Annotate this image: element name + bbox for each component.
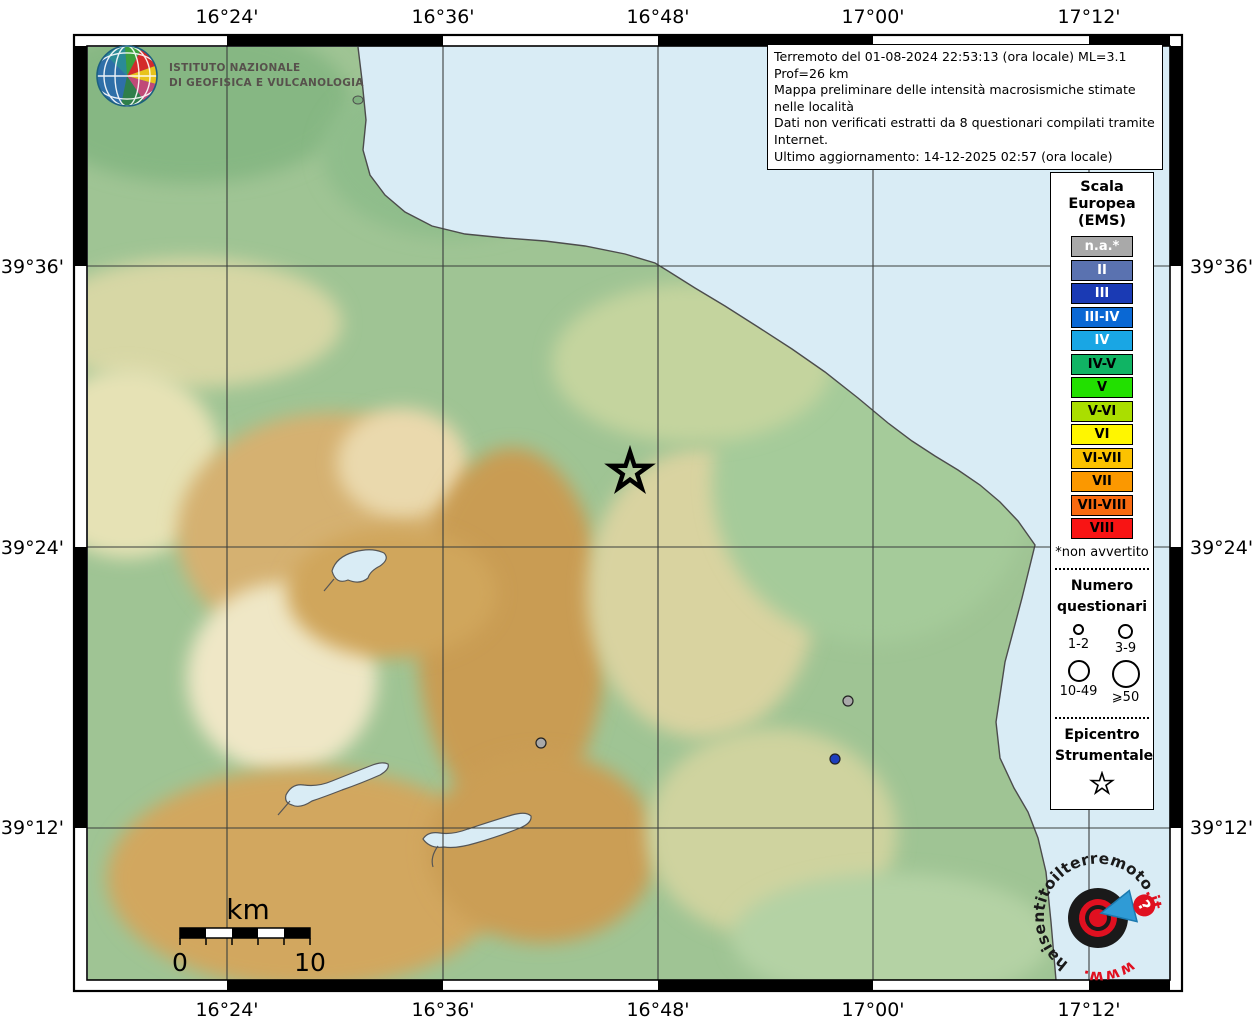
size-label-10-49: 10-49 (1059, 684, 1098, 699)
size-key-3: 10-49 (1056, 660, 1101, 705)
intensity-swatch-iv: IV (1071, 330, 1133, 351)
size-label-1-2: 1-2 (1067, 637, 1090, 652)
lon-label-bottom-5: 17°12' (1057, 999, 1121, 1021)
event-info-line1: Terremoto del 01-08-2024 22:53:13 (ora l… (774, 49, 1127, 81)
event-info-line4: Ultimo aggiornamento: 14-12-2025 02:57 (… (774, 148, 1113, 164)
size-circle-3-9-icon (1118, 624, 1133, 639)
lake-ampollino-tail (431, 845, 439, 868)
scale-end: 10 (294, 948, 326, 977)
lake-arvo (285, 762, 389, 807)
lon-label-top-4: 17°00' (841, 6, 905, 28)
epicenter-star (604, 444, 656, 494)
watermark-group: ? haisentitoilterremoto.it www. (1032, 852, 1164, 984)
questionnaires-title-line1: Numero (1070, 578, 1134, 594)
lon-label-top-1: 16°24' (195, 6, 259, 28)
megaphone-icon (1099, 889, 1139, 923)
intensity-swatch-viii: VIII (1071, 518, 1133, 539)
lat-label-left-2: 39°24' (0, 537, 64, 559)
map-frame-band (74, 35, 1182, 991)
lon-label-bottom-3: 16°48' (626, 999, 690, 1021)
scale-unit: km (226, 893, 270, 926)
intensity-swatch-vii: VII (1071, 471, 1133, 492)
size-key-1: 1-2 (1056, 624, 1101, 656)
questionnaires-title: Numero questionari (1055, 576, 1149, 618)
lon-label-top-3: 16°48' (626, 6, 690, 28)
lake-arvo-tail (277, 800, 291, 816)
coastline (357, 46, 1057, 980)
scale-bar: km 0 10 (172, 893, 326, 977)
ingv-logo: ISTITUTO NAZIONALE DI GEOFISICA E VULCAN… (95, 44, 364, 108)
intensity-swatch-na: n.a.* (1071, 236, 1133, 257)
intensity-point (535, 737, 547, 749)
size-label-50: ⩾50 (1111, 690, 1140, 705)
event-info-line3: Dati non verificati estratti da 8 questi… (774, 115, 1155, 147)
lat-label-right-1: 39°36' (1190, 256, 1254, 278)
haisentitoilterremoto-logo: ? haisentitoilterremoto.it www. (1032, 852, 1164, 984)
lon-label-top-2: 16°36' (411, 6, 475, 28)
intensity-point (842, 695, 854, 707)
intensity-swatch-vi-vii: VI-VII (1071, 447, 1133, 469)
event-info-line2: Mappa preliminare delle intensità macros… (774, 82, 1136, 114)
legend-divider (1055, 568, 1149, 570)
lake-cecita-tail (323, 578, 335, 592)
lat-label-left-1: 39°36' (0, 256, 64, 278)
lon-label-top-5: 17°12' (1057, 6, 1121, 28)
lon-label-bottom-4: 17°00' (841, 999, 905, 1021)
intensity-swatch-v-vi: V-VI (1071, 400, 1133, 422)
legend-divider (1055, 717, 1149, 719)
lakes (277, 549, 532, 868)
epicenter-legend-title: Epicentro Strumentale (1055, 725, 1154, 767)
ingv-name-line1: ISTITUTO NAZIONALE (169, 62, 301, 74)
intensity-swatch-v: V (1071, 377, 1133, 398)
epicenter-title-line2: Strumentale (1055, 748, 1154, 764)
islet (352, 95, 364, 105)
lake-ampollino (422, 812, 532, 849)
lon-label-bottom-2: 16°36' (411, 999, 475, 1021)
intensity-swatch-vii-viii: VII-VIII (1071, 494, 1133, 516)
lat-label-right-2: 39°24' (1190, 537, 1254, 559)
legend-footnote: *non avvertito (1055, 545, 1149, 560)
intensity-swatch-ii: II (1071, 259, 1133, 281)
size-circle-1-2-icon (1073, 624, 1084, 635)
watermark-text-it: .it (1141, 885, 1164, 912)
size-circle-50-icon (1111, 660, 1140, 688)
intensity-swatch-iii-iv: III-IV (1071, 306, 1133, 328)
scale-start: 0 (172, 948, 188, 977)
legend-title: Scala Europea (EMS) (1055, 179, 1149, 230)
size-key-2: 3-9 (1103, 624, 1148, 656)
ingv-name-line2: DI GEOFISICA E VULCANOLOGIA (169, 77, 364, 89)
legend-title-line1: Scala (1080, 179, 1124, 195)
legend-title-line2: Europea (1068, 196, 1136, 212)
legend-title-line3: (EMS) (1077, 213, 1127, 229)
questionnaires-title-line2: questionari (1056, 599, 1148, 615)
lat-label-right-3: 39°12' (1190, 817, 1254, 839)
map-canvas: km 0 10 (72, 33, 1184, 993)
watermark-text-www: www. (1077, 954, 1140, 984)
questionnaire-size-key: 1-2 3-9 10-49 ⩾50 (1055, 624, 1149, 709)
epicenter-star-icon (1055, 770, 1149, 801)
intensity-swatch-vi: VI (1071, 424, 1133, 445)
intensity-swatch-iii: III (1071, 283, 1133, 304)
lon-label-bottom-1: 16°24' (195, 999, 259, 1021)
lat-label-left-3: 39°12' (0, 817, 64, 839)
size-label-3-9: 3-9 (1114, 641, 1137, 656)
epicenter-title-line1: Epicentro (1064, 727, 1140, 743)
lake-cecita (331, 549, 387, 583)
intensity-point (829, 753, 841, 765)
event-info-box: Terremoto del 01-08-2024 22:53:13 (ora l… (767, 44, 1163, 171)
svg-text:www.: www. (1077, 954, 1140, 984)
size-circle-10-49-icon (1067, 660, 1090, 682)
map-frame-inner (86, 45, 1171, 981)
ingv-globe-icon (96, 45, 158, 107)
legend-panel: Scala Europea (EMS) n.a.* II III III-IV … (1050, 172, 1154, 810)
size-key-4: ⩾50 (1103, 660, 1148, 705)
intensity-swatch-iv-v: IV-V (1071, 353, 1133, 375)
question-badge (1133, 894, 1156, 917)
